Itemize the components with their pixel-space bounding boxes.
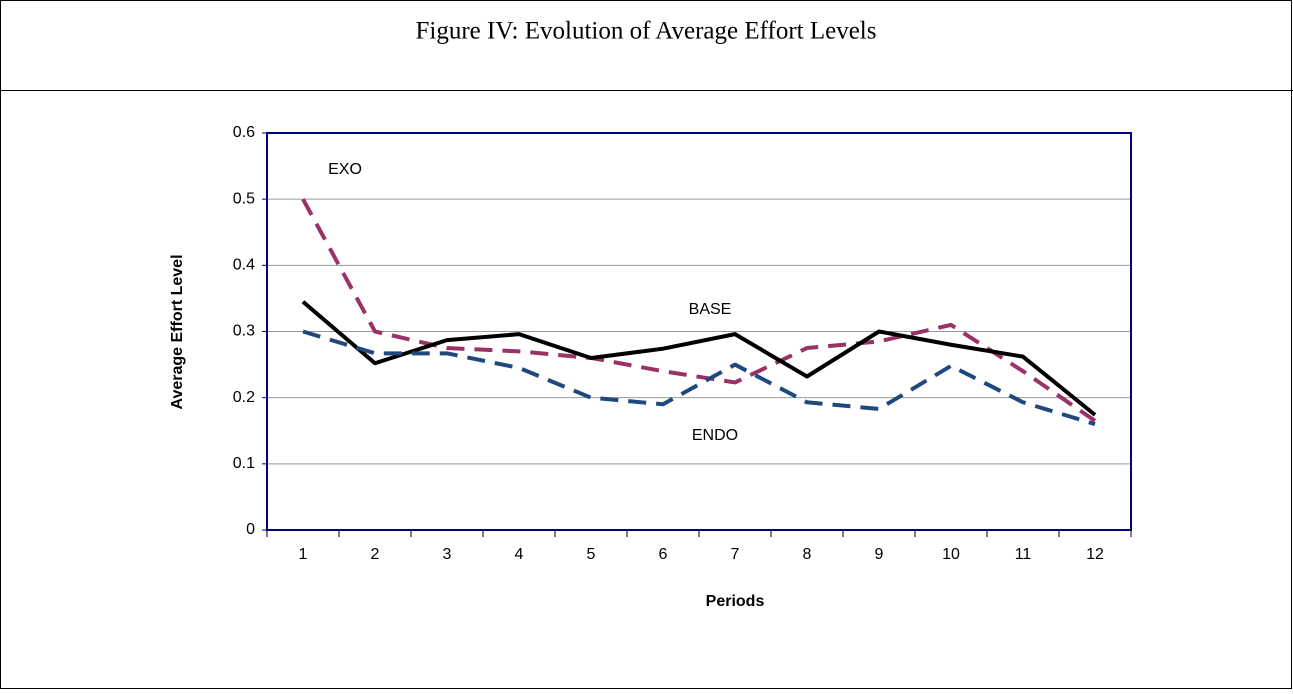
x-tick-label: 8 — [803, 546, 812, 563]
x-tick-label: 2 — [371, 546, 380, 563]
x-tick-label: 11 — [1015, 546, 1032, 563]
series-label: ENDO — [692, 427, 738, 444]
x-tick-label: 12 — [1086, 546, 1104, 563]
x-tick-label: 4 — [515, 546, 524, 563]
series-line — [302, 329, 1096, 427]
x-tick-label: 1 — [299, 546, 308, 563]
y-axis-label: Average Effort Level — [169, 254, 186, 409]
x-tick-label: 3 — [443, 546, 452, 563]
y-tick-label: 0.4 — [233, 257, 255, 274]
y-tick-label: 0.3 — [233, 323, 255, 340]
x-tick-label: 7 — [731, 546, 740, 563]
series-label: EXO — [328, 161, 362, 178]
series-label: BASE — [689, 301, 732, 318]
series-line — [301, 300, 1097, 417]
x-axis-label: Periods — [706, 593, 765, 610]
x-tick-label: 9 — [875, 546, 884, 563]
y-tick-label: 0.1 — [233, 455, 255, 472]
y-tick-label: 0.6 — [233, 124, 255, 141]
chart-title: Figure IV: Evolution of Average Effort L… — [416, 18, 877, 45]
y-tick-label: 0.2 — [233, 389, 255, 406]
y-tick-label: 0 — [246, 521, 255, 538]
x-tick-label: 10 — [942, 546, 960, 563]
x-tick-label: 5 — [587, 546, 596, 563]
x-tick-label: 6 — [659, 546, 668, 563]
y-tick-label: 0.5 — [233, 190, 255, 207]
